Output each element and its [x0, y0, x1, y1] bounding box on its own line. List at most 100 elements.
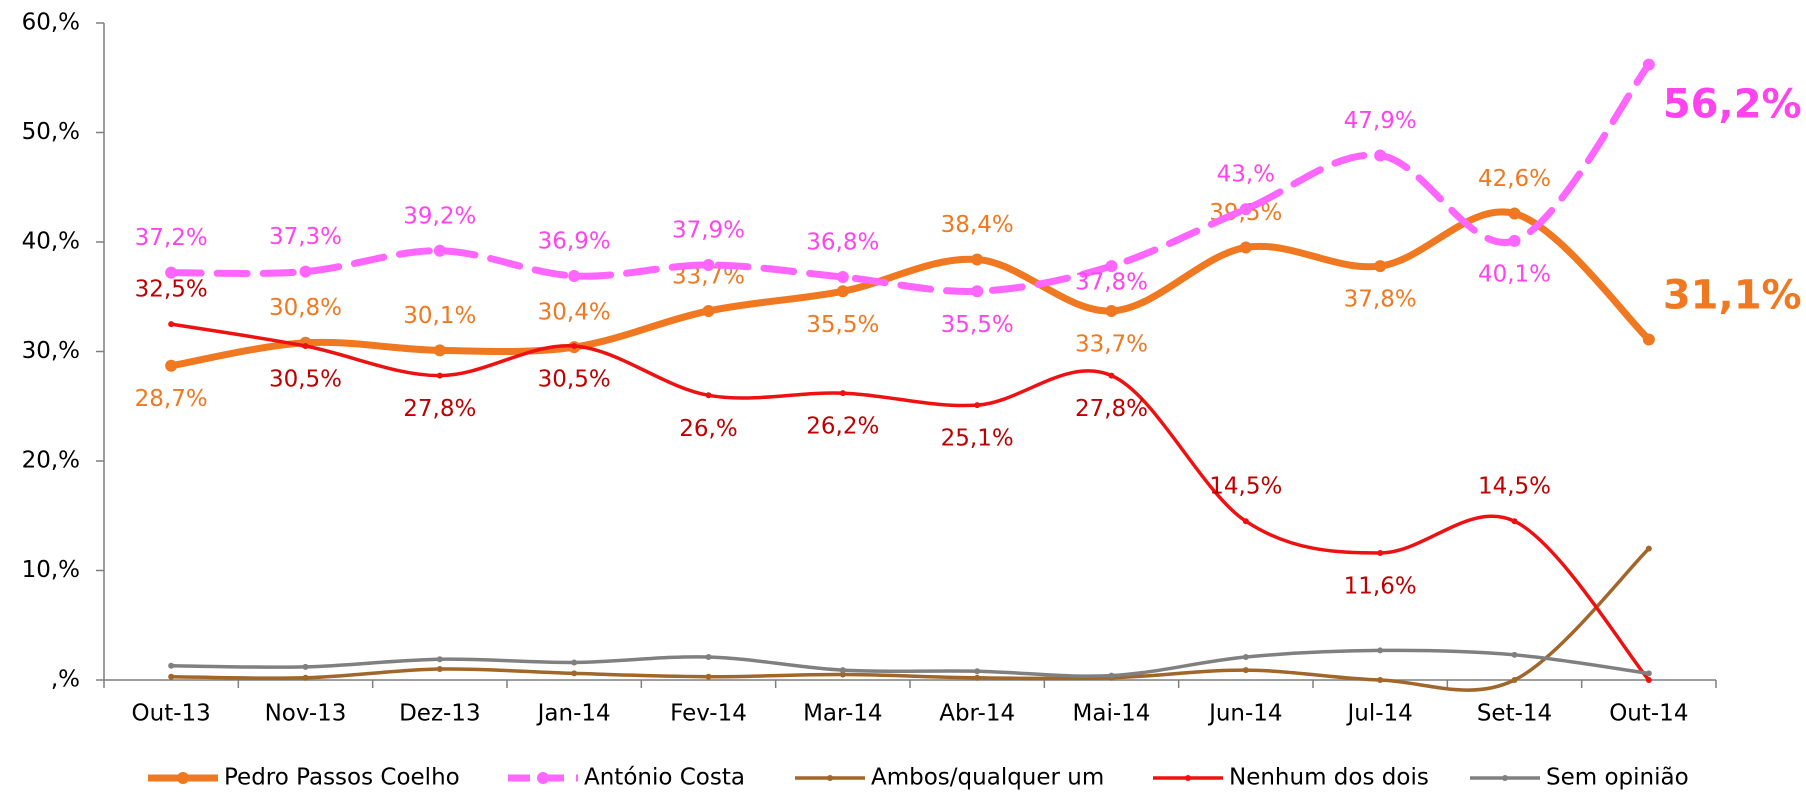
data-label: 38,4% [941, 212, 1014, 238]
data-point [300, 266, 312, 278]
x-tick-label: Abr-14 [939, 701, 1015, 727]
data-label: 31,1% [1663, 272, 1802, 318]
legend-item: Sem opinião [1470, 765, 1689, 791]
data-label: 28,7% [135, 386, 208, 412]
data-label: 25,1% [941, 426, 1014, 452]
data-label: 30,5% [269, 367, 342, 393]
y-tick-label: 60,% [22, 10, 80, 36]
data-label: 36,9% [538, 228, 611, 254]
data-point [1377, 677, 1383, 683]
x-tick-label: Nov-13 [265, 701, 347, 727]
data-point [1374, 260, 1386, 272]
data-label: 33,7% [1075, 331, 1148, 357]
data-point [1646, 670, 1652, 676]
x-tick-label: Jan-14 [536, 701, 611, 727]
chart: ,%10,%20,%30,%40,%50,%60,%Out-13Nov-13De… [0, 0, 1806, 799]
data-label: 42,6% [1478, 166, 1551, 192]
data-label: 35,5% [806, 312, 879, 338]
data-point [303, 343, 309, 349]
legend-item: António Costa [508, 765, 745, 791]
data-label: 56,2% [1663, 82, 1802, 128]
y-tick-label: 20,% [22, 448, 80, 474]
data-point [1243, 654, 1249, 660]
data-label: 14,5% [1478, 474, 1551, 500]
data-label: 26,2% [806, 414, 879, 440]
data-point [974, 675, 980, 681]
legend-label: Nenhum dos dois [1229, 765, 1429, 791]
legend-marker [1185, 775, 1191, 781]
data-label: 11,6% [1344, 573, 1417, 599]
x-tick-label: Mai-14 [1073, 701, 1151, 727]
data-point [571, 659, 577, 665]
data-point [1109, 673, 1115, 679]
legend-marker [177, 772, 189, 784]
x-tick-label: Out-14 [1609, 701, 1688, 727]
data-point [971, 285, 983, 297]
data-label: 36,8% [806, 230, 879, 256]
data-point [437, 666, 443, 672]
legend-item: Nenhum dos dois [1153, 765, 1429, 791]
y-tick-label: ,% [51, 667, 80, 693]
data-point [434, 344, 446, 356]
legend-label: António Costa [584, 765, 745, 791]
data-label: 37,8% [1344, 287, 1417, 313]
data-point [706, 392, 712, 398]
data-label: 37,2% [135, 225, 208, 251]
data-label: 30,5% [538, 367, 611, 393]
data-label: 47,9% [1344, 108, 1417, 134]
series-line [171, 65, 1649, 292]
y-tick-label: 30,% [22, 338, 80, 364]
data-label: 30,1% [403, 303, 476, 329]
data-point [703, 305, 715, 317]
data-point [1646, 546, 1652, 552]
data-point [168, 321, 174, 327]
data-point [1243, 667, 1249, 673]
legend-marker [1502, 775, 1508, 781]
data-point [1374, 149, 1386, 161]
data-point [437, 373, 443, 379]
x-tick-label: Jun-14 [1207, 701, 1283, 727]
data-point [1643, 333, 1655, 345]
data-point [706, 674, 712, 680]
data-point [837, 271, 849, 283]
y-tick-label: 50,% [22, 119, 80, 145]
data-label: 14,5% [1209, 474, 1282, 500]
data-label: 39,2% [403, 203, 476, 229]
data-point [571, 670, 577, 676]
data-label: 32,5% [135, 277, 208, 303]
series-line [171, 324, 1649, 680]
data-point [1643, 59, 1655, 71]
data-point [1512, 518, 1518, 524]
x-tick-label: Dez-13 [399, 701, 481, 727]
data-point [1512, 677, 1518, 683]
data-point [840, 390, 846, 396]
legend-label: Ambos/qualquer um [871, 765, 1104, 791]
data-point [434, 245, 446, 257]
x-tick-label: Fev-14 [670, 701, 747, 727]
data-point [303, 664, 309, 670]
data-point [168, 674, 174, 680]
x-tick-label: Mar-14 [803, 701, 883, 727]
data-label: 43,% [1217, 162, 1275, 188]
data-point [1106, 305, 1118, 317]
y-tick-label: 40,% [22, 229, 80, 255]
data-point [974, 668, 980, 674]
data-label: 27,8% [403, 396, 476, 422]
data-label: 27,8% [1075, 396, 1148, 422]
data-point [568, 270, 580, 282]
legend-marker [827, 775, 833, 781]
legend-marker [537, 772, 549, 784]
legend-label: Sem opinião [1546, 765, 1689, 791]
data-label: 30,4% [538, 300, 611, 326]
data-point [837, 285, 849, 297]
data-point [1509, 208, 1521, 220]
data-point [1243, 518, 1249, 524]
data-point [840, 667, 846, 673]
legend-item: Ambos/qualquer um [795, 765, 1104, 791]
series-line [171, 549, 1649, 691]
x-tick-label: Out-13 [132, 701, 211, 727]
data-point [1512, 652, 1518, 658]
data-point [1509, 235, 1521, 247]
data-label: 40,1% [1478, 261, 1551, 287]
legend-item: Pedro Passos Coelho [148, 765, 460, 791]
